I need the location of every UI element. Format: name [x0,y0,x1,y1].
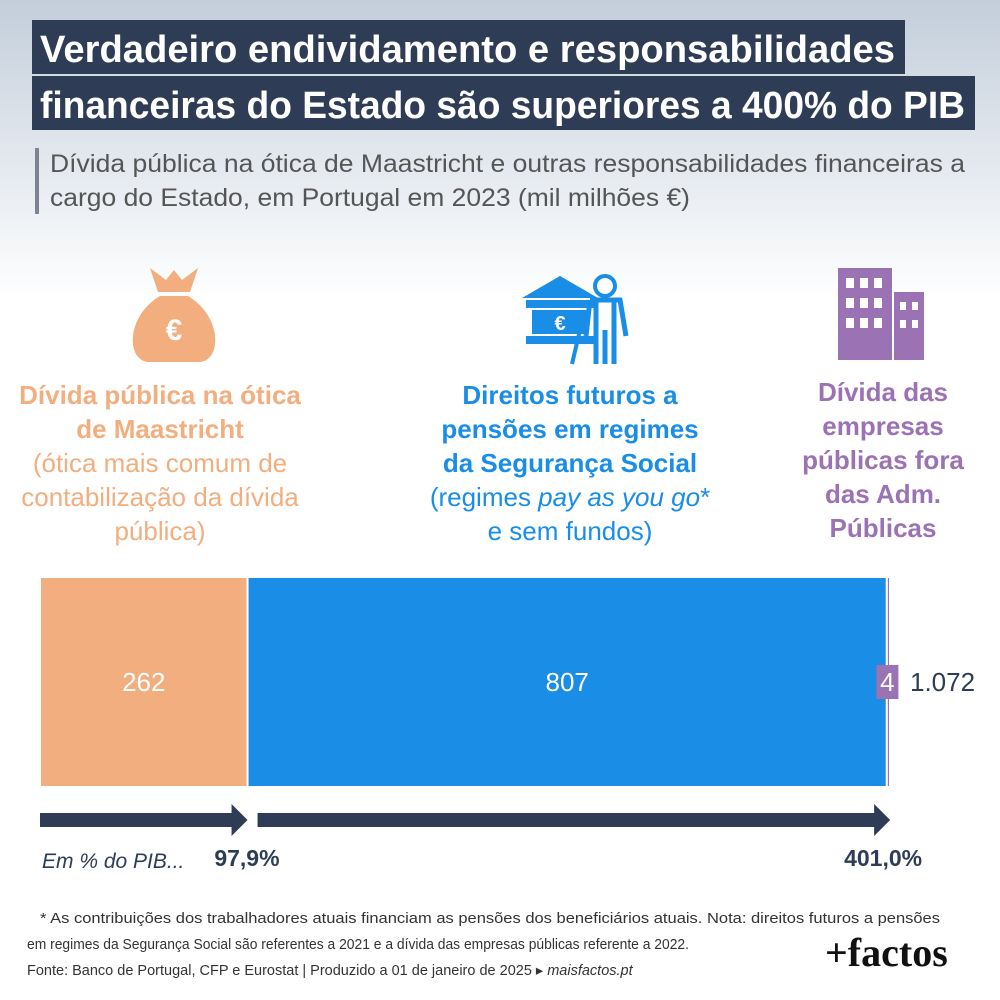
source: Fonte: Banco de Portugal, CFP e Eurostat… [27,963,634,979]
chart-title: Verdadeiro endividamento e responsabilid… [40,29,895,71]
series-name: Dívida das [818,377,948,407]
footnote: em regimes da Segurança Social são refer… [27,937,689,953]
subtitle: Dívida pública na ótica de Maastricht e … [50,150,965,178]
svg-text:€: € [166,314,183,347]
money-bag-icon: € [132,268,216,362]
pib-value: 401,0% [844,845,922,871]
series-note: pública) [114,516,205,546]
source-link: maisfactos.pt [547,963,633,979]
bar-label: 807 [545,667,588,697]
source-text: Fonte: Banco de Portugal, CFP e Eurostat… [27,963,547,979]
series-name: pensões em regimes [441,414,698,444]
series-name: das Adm. [825,479,941,509]
series-name: da Segurança Social [443,448,697,478]
svg-text:€: € [554,313,565,335]
series-note: e sem fundos) [488,516,653,546]
series-note: (ótica mais comum de [33,448,287,478]
note-part: * [700,482,710,512]
footnote: * As contribuições dos trabalhadores atu… [40,911,940,927]
buildings-icon [838,268,924,360]
series-name: Públicas [830,513,937,543]
series-note: (regimes pay as you go* [430,482,710,512]
chart-title: financeiras do Estado são superiores a 4… [40,85,965,127]
bar-label: 262 [122,667,165,697]
title-box [32,76,975,130]
subtitle: cargo do Estado, em Portugal em 2023 (mi… [50,184,690,212]
pension-icon: € [522,274,629,365]
pib-label: Em % do PIB... [42,850,184,873]
note-part: (regimes [430,482,538,512]
series-name: públicas fora [802,445,964,475]
pib-arrow [257,804,891,836]
logo: +factos [825,930,948,975]
series-note: contabilização da dívida [21,482,299,512]
bar-label: 4 [880,667,894,697]
bar-segment [39,576,249,788]
series-name: empresas [822,411,943,441]
subtitle-bar [35,148,39,214]
series-name: Dívida pública na ótica [19,380,301,410]
pib-value: 97,9% [214,845,279,871]
total-label: 1.072 [910,667,975,697]
pib-arrow [40,804,248,836]
title-box [32,20,905,74]
bar-segment [246,576,888,788]
series-name: de Maastricht [76,414,244,444]
series-name: Direitos futuros a [462,380,678,410]
bar-label-box [876,665,899,699]
note-part: pay as you go [537,482,700,512]
